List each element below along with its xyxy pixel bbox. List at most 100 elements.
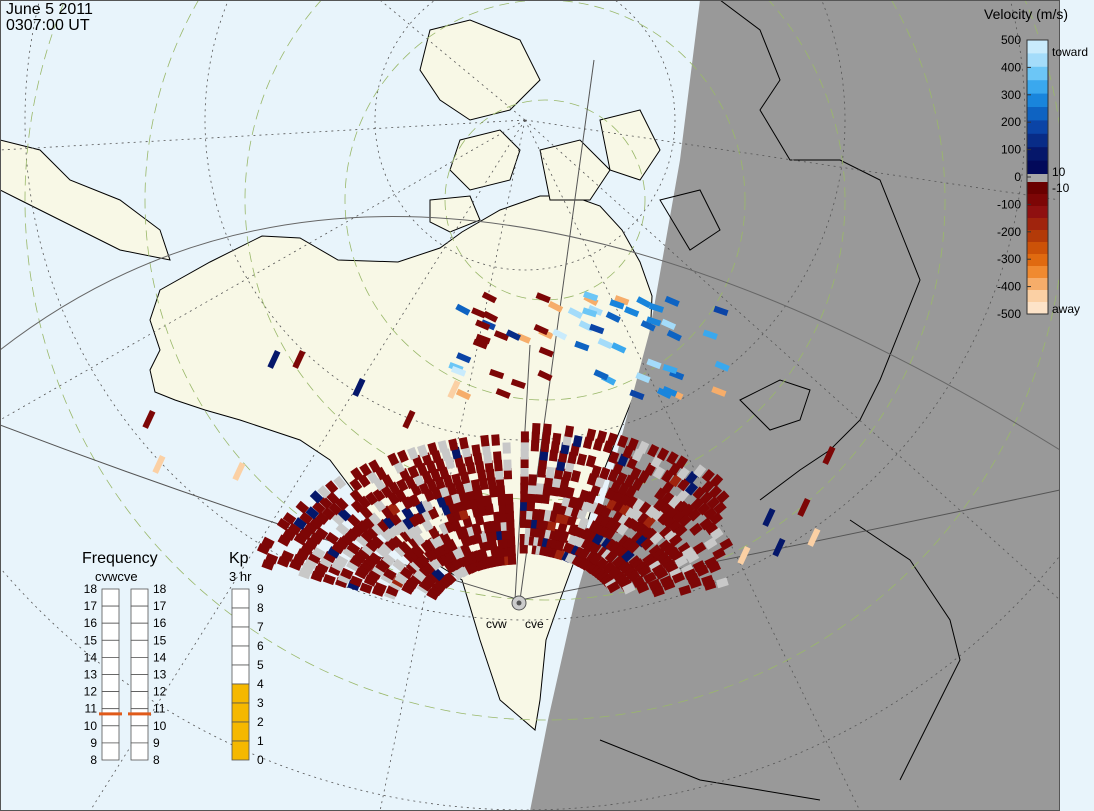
kp-tick-label: 2 <box>257 715 264 729</box>
echo-cell <box>498 502 508 515</box>
echo-cell <box>547 300 564 313</box>
echo-cell <box>564 425 575 438</box>
echo-cell <box>593 369 609 381</box>
echo-cell <box>629 518 643 532</box>
echo-cell <box>402 516 416 530</box>
echo-cell <box>645 504 659 519</box>
echo-cell <box>703 537 718 550</box>
echo-cell <box>628 555 642 569</box>
echo-cell <box>328 502 342 516</box>
echo-cell <box>606 432 618 446</box>
colorbar-side-label: toward <box>1052 45 1088 59</box>
echo-cell <box>661 491 675 505</box>
frequency-bar-cell <box>130 742 149 761</box>
echo-cell <box>337 508 352 522</box>
frequency-bar-cell <box>101 622 120 641</box>
echo-cell <box>558 530 570 543</box>
echo-cell <box>520 474 529 486</box>
echo-cell <box>261 536 275 549</box>
echo-cell <box>632 498 646 512</box>
echo-cell <box>634 521 648 535</box>
echo-cell <box>542 423 552 436</box>
echo-cell <box>417 444 429 458</box>
echo-cell <box>684 482 699 496</box>
echo-cell <box>399 566 414 580</box>
colorbar-tick-label: 0 <box>1014 170 1021 184</box>
echo-cell <box>361 542 375 556</box>
kp-bar-cell <box>231 626 250 647</box>
kp-bar-cell <box>231 683 250 704</box>
frequency-tick-label: 18 <box>153 582 167 596</box>
echo-cell <box>496 485 506 497</box>
frequency-bar-cell <box>130 691 149 710</box>
echo-cell <box>520 482 529 494</box>
frequency-tick-label: 12 <box>153 685 167 699</box>
echo-cell <box>319 555 334 568</box>
frequency-tick-label: 9 <box>90 736 97 750</box>
frequency-bar-cell <box>101 691 120 710</box>
echo-cell <box>353 550 367 564</box>
echo-cell <box>495 476 505 489</box>
echo-cell <box>660 318 677 330</box>
radar-label-cve: cve <box>525 617 544 631</box>
echo-cell <box>689 522 703 536</box>
echo-cell <box>471 522 483 536</box>
echo-cell <box>653 498 667 512</box>
echo-cell <box>447 380 461 399</box>
echo-cell <box>520 431 529 443</box>
echo-cell <box>537 466 547 478</box>
echo-cell <box>481 291 497 304</box>
echo-cell <box>636 296 652 309</box>
colorbar-tick-label: -300 <box>997 252 1021 266</box>
echo-cell <box>475 319 491 331</box>
frequency-bar-cell <box>101 742 120 761</box>
echo-cell <box>697 502 711 516</box>
echo-cell <box>673 523 688 538</box>
colorbar-segment-toward <box>1027 120 1048 135</box>
echo-cell <box>304 557 318 569</box>
echo-cell <box>692 486 706 501</box>
echo-cell <box>714 360 730 372</box>
echo-cell <box>505 329 521 341</box>
echo-cell <box>629 389 645 401</box>
echo-cell <box>671 571 686 584</box>
echo-cell <box>300 542 314 556</box>
echo-cell <box>494 468 504 480</box>
echo-cell <box>282 512 297 525</box>
echo-cell <box>652 547 667 561</box>
echo-cell <box>528 474 537 486</box>
radar-label-cvw: cvw <box>486 617 507 631</box>
echo-cell <box>357 495 372 510</box>
echo-cell <box>624 306 640 318</box>
echo-cell <box>590 464 602 478</box>
echo-cell <box>599 466 611 481</box>
echo-cell <box>334 555 349 568</box>
echo-cell <box>352 378 366 397</box>
echo-cell <box>706 496 721 510</box>
echo-cell <box>470 478 481 492</box>
echo-cell <box>325 480 339 494</box>
echo-cell <box>335 536 350 550</box>
kp-tick-label: 3 <box>257 696 264 710</box>
echo-cell <box>392 558 406 572</box>
echo-cell <box>424 537 438 551</box>
echo-cell <box>737 546 751 565</box>
echo-cell <box>349 489 363 503</box>
echo-cell <box>567 307 583 320</box>
echo-cell <box>538 346 554 358</box>
echo-cell <box>293 517 308 530</box>
kp-bar-cell <box>231 664 250 685</box>
echo-cell <box>477 548 489 562</box>
echo-cell <box>577 516 590 530</box>
frequency-bar-cell <box>101 674 120 693</box>
echo-cell <box>668 519 683 534</box>
colorbar-tick-label: 500 <box>1001 33 1021 47</box>
echo-cell <box>564 486 575 500</box>
echo-cell <box>678 513 692 528</box>
echo-cell <box>605 311 621 323</box>
echo-cell <box>663 542 677 556</box>
echo-cell <box>437 440 449 453</box>
echo-cell <box>572 435 583 448</box>
echo-cell <box>574 340 590 352</box>
colorbar-tick-label: 100 <box>1001 143 1021 157</box>
